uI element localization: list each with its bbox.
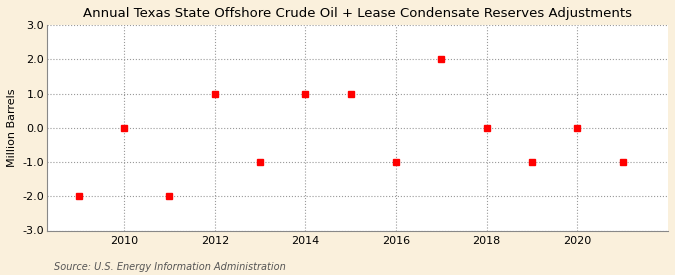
Title: Annual Texas State Offshore Crude Oil + Lease Condensate Reserves Adjustments: Annual Texas State Offshore Crude Oil + … bbox=[83, 7, 632, 20]
Text: Source: U.S. Energy Information Administration: Source: U.S. Energy Information Administ… bbox=[54, 262, 286, 272]
Y-axis label: Million Barrels: Million Barrels bbox=[7, 89, 17, 167]
